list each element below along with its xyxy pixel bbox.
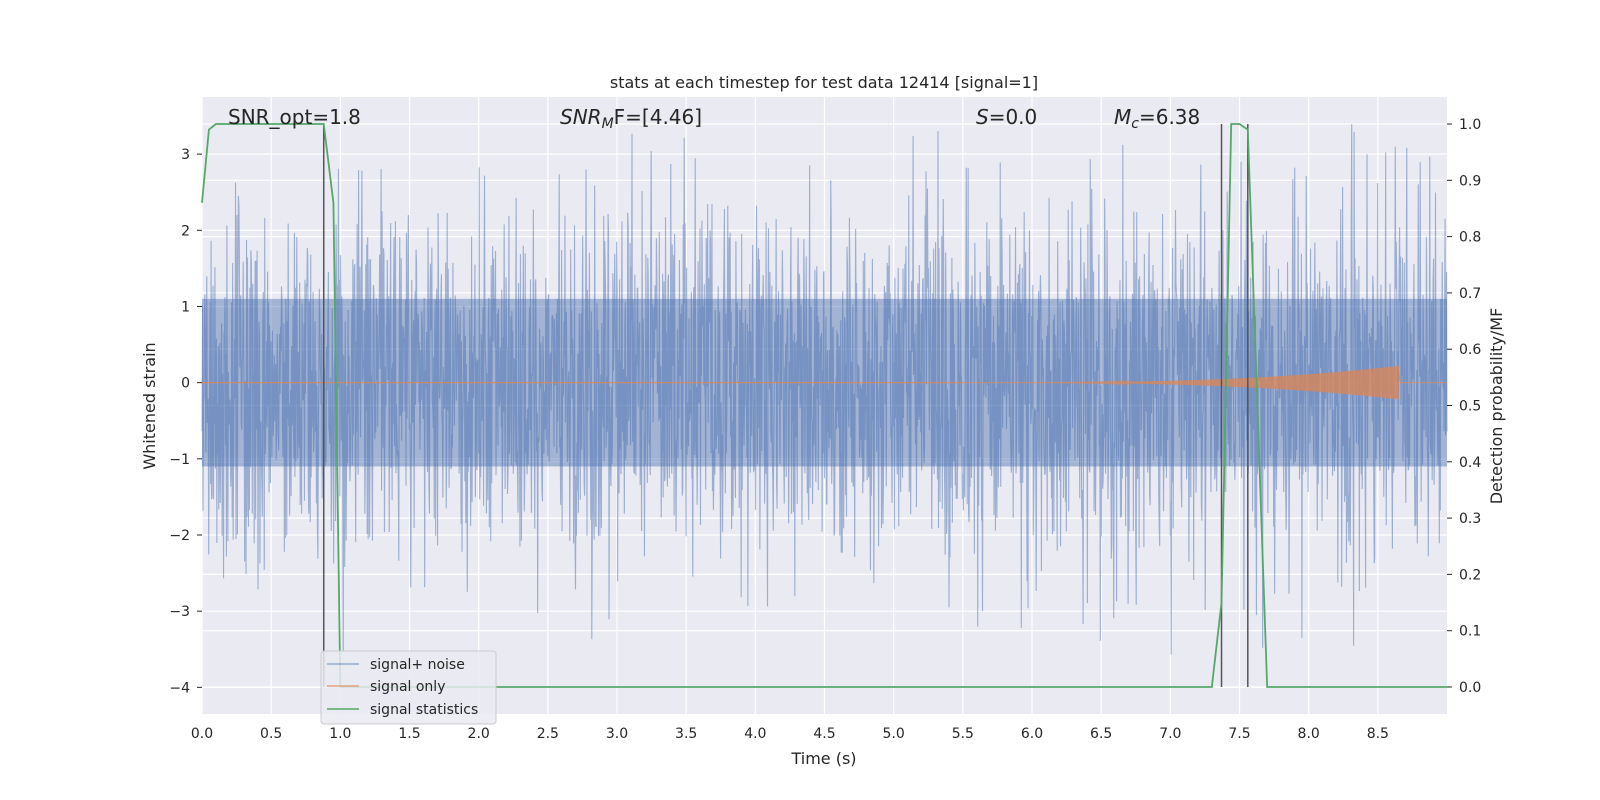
mc-annotation: Mc=6.38 <box>1114 105 1200 132</box>
x-tick-label: 8.5 <box>1367 726 1389 742</box>
snr-opt-annotation: SNR_opt=1.8 <box>228 105 361 129</box>
y2-tick-label: 0.9 <box>1459 173 1481 189</box>
x-tick-label: 0.0 <box>191 726 213 742</box>
y2-axis-label: Detection probability/MF <box>1487 308 1506 505</box>
y-tick-label: −2 <box>169 528 190 544</box>
legend-label-signal-statistics: signal statistics <box>370 702 478 718</box>
x-tick-label: 4.5 <box>813 726 835 742</box>
x-tick-label: 6.5 <box>1090 726 1112 742</box>
y-tick-label: 0 <box>181 376 190 392</box>
y-tick-label: −3 <box>169 604 190 620</box>
x-tick-label: 5.5 <box>952 726 974 742</box>
signal-only-series <box>202 365 1447 400</box>
signal-only-chirp <box>962 365 1447 400</box>
chart-title: stats at each timestep for test data 124… <box>610 73 1038 92</box>
y2-tick-label: 0.8 <box>1459 230 1481 246</box>
y-tick-label: −1 <box>169 452 190 468</box>
x-tick-label: 2.5 <box>537 726 559 742</box>
y2-tick-label: 0.2 <box>1459 567 1481 583</box>
x-tick-label: 7.0 <box>1159 726 1181 742</box>
noise-trace <box>201 124 1448 655</box>
y2-axis-ticks: 1.0 0.9 0.8 0.7 0.6 0.5 0.4 0.3 0.2 0.1 0.0 <box>1447 117 1481 696</box>
x-tick-label: 5.0 <box>883 726 905 742</box>
y-tick-label: 2 <box>181 223 190 239</box>
y2-tick-label: 0.6 <box>1459 342 1481 358</box>
y2-tick-label: 1.0 <box>1459 117 1481 133</box>
y-tick-label: 1 <box>181 299 190 315</box>
x-tick-label: 0.5 <box>260 726 282 742</box>
y2-tick-label: 0.5 <box>1459 399 1481 415</box>
x-axis-ticks: 0.0 0.5 1.0 1.5 2.0 2.5 3.0 3.5 4.0 4.5 5.0 5.5 6.0 6… <box>191 726 1389 742</box>
y-axis-label: Whitened strain <box>140 342 159 469</box>
legend-label-signal-only: signal only <box>370 679 445 695</box>
legend-label-signal-plus-noise: signal+ noise <box>370 657 465 673</box>
x-tick-label: 2.0 <box>468 726 490 742</box>
s-annotation: S=0.0 <box>976 105 1037 129</box>
x-tick-label: 8.0 <box>1298 726 1320 742</box>
x-axis-label: Time (s) <box>790 749 856 768</box>
y2-tick-label: 0.3 <box>1459 511 1481 527</box>
y-tick-label: 3 <box>181 147 190 163</box>
x-tick-label: 1.0 <box>329 726 351 742</box>
x-tick-label: 3.5 <box>675 726 697 742</box>
y2-tick-label: 0.4 <box>1459 455 1481 471</box>
y-tick-label: −4 <box>169 680 190 696</box>
x-tick-label: 3.0 <box>606 726 628 742</box>
legend-box <box>320 650 497 725</box>
y-axis-ticks: 3 2 1 0 −1 −2 −3 −4 <box>169 147 202 696</box>
y2-tick-label: 0.7 <box>1459 286 1481 302</box>
snr-mf-annotation: SNRMF=[4.46] <box>560 105 702 132</box>
x-tick-label: 6.0 <box>1021 726 1043 742</box>
x-tick-label: 1.5 <box>398 726 420 742</box>
x-tick-label: 7.5 <box>1228 726 1250 742</box>
legend: signal+ noise signal only signal statist… <box>320 650 497 725</box>
y2-tick-label: 0.0 <box>1459 680 1481 696</box>
x-tick-label: 4.0 <box>744 726 766 742</box>
y2-tick-label: 0.1 <box>1459 624 1481 640</box>
